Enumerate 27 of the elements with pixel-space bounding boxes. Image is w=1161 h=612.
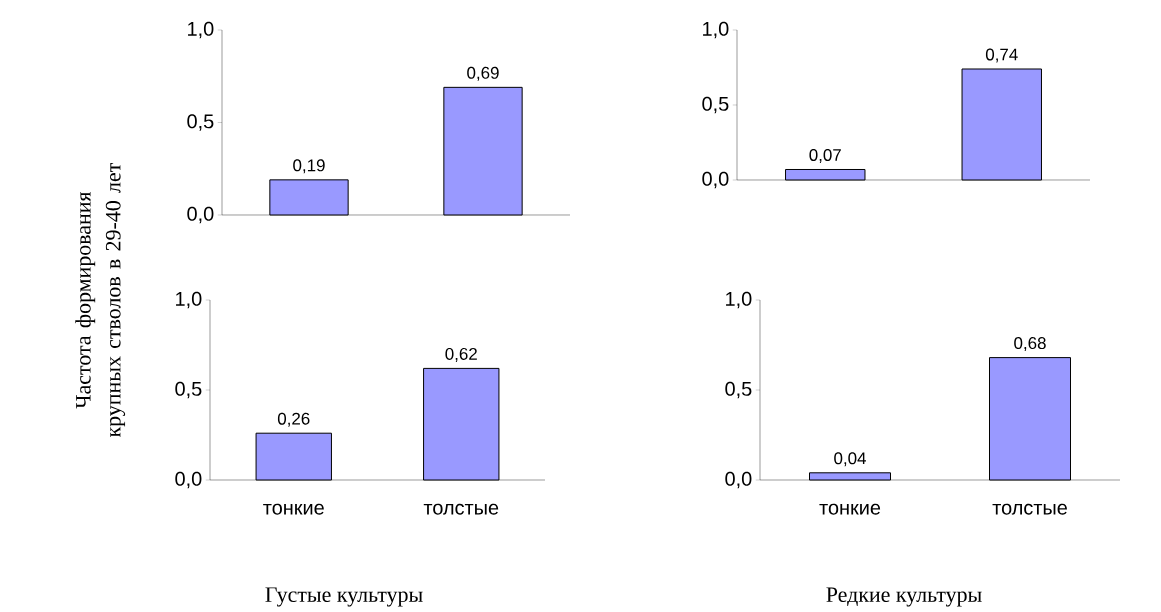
x-axis-title: Редкие культуры bbox=[826, 587, 982, 607]
y-tick-label: 1,0 bbox=[188, 21, 214, 39]
data-label: 0,07 bbox=[809, 148, 841, 163]
data-label: 0,74 bbox=[985, 48, 1018, 63]
y-tick-label: 0,0 bbox=[725, 471, 752, 489]
y-tick-label: 0,5 bbox=[175, 381, 202, 399]
data-label: 0,69 bbox=[467, 66, 499, 81]
y-tick-label: 1,0 bbox=[176, 291, 202, 309]
y-tick-label: 0,0 bbox=[187, 206, 214, 224]
y-tick-label: 1,0 bbox=[726, 291, 752, 309]
data-label: 0,68 bbox=[1014, 337, 1046, 352]
y-axis-title: Частота формирования крупных стволов в 29-40 лет bbox=[75, 163, 126, 438]
x-tick-label: толстые bbox=[423, 503, 499, 515]
data-label: 0,04 bbox=[834, 452, 866, 467]
x-tick-label: толстые bbox=[992, 503, 1067, 515]
data-label: 0,62 bbox=[445, 347, 477, 362]
y-tick-label: 1,0 bbox=[703, 21, 729, 39]
y-tick-label: 0,5 bbox=[187, 114, 214, 131]
data-label: 0,26 bbox=[277, 412, 310, 427]
y-tick-label: 0,0 bbox=[702, 171, 729, 189]
data-label: 0,19 bbox=[293, 159, 325, 174]
y-tick-label: 0,0 bbox=[175, 471, 202, 489]
x-axis-title: Густые культуры bbox=[265, 587, 423, 607]
x-tick-label: тонкие bbox=[263, 503, 324, 515]
y-tick-label: 0,5 bbox=[702, 96, 729, 114]
x-tick-label: тонкие bbox=[819, 503, 881, 515]
y-tick-label: 0,5 bbox=[725, 381, 752, 399]
